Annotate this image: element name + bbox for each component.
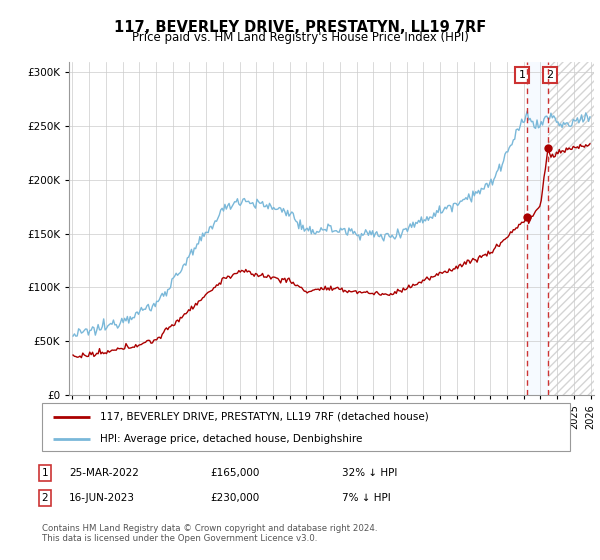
Text: Contains HM Land Registry data © Crown copyright and database right 2024.
This d: Contains HM Land Registry data © Crown c… bbox=[42, 524, 377, 543]
Text: 16-JUN-2023: 16-JUN-2023 bbox=[69, 493, 135, 503]
Text: £230,000: £230,000 bbox=[210, 493, 259, 503]
Text: Price paid vs. HM Land Registry's House Price Index (HPI): Price paid vs. HM Land Registry's House … bbox=[131, 31, 469, 44]
Bar bbox=[548, 62, 600, 395]
Text: 32% ↓ HPI: 32% ↓ HPI bbox=[342, 468, 397, 478]
FancyBboxPatch shape bbox=[42, 403, 570, 451]
Text: 117, BEVERLEY DRIVE, PRESTATYN, LL19 7RF (detached house): 117, BEVERLEY DRIVE, PRESTATYN, LL19 7RF… bbox=[100, 412, 429, 422]
Text: 1: 1 bbox=[518, 70, 526, 80]
Text: £165,000: £165,000 bbox=[210, 468, 259, 478]
Text: 2: 2 bbox=[41, 493, 49, 503]
Text: HPI: Average price, detached house, Denbighshire: HPI: Average price, detached house, Denb… bbox=[100, 434, 362, 444]
Text: 1: 1 bbox=[41, 468, 49, 478]
Text: 25-MAR-2022: 25-MAR-2022 bbox=[69, 468, 139, 478]
Text: 117, BEVERLEY DRIVE, PRESTATYN, LL19 7RF: 117, BEVERLEY DRIVE, PRESTATYN, LL19 7RF bbox=[114, 20, 486, 35]
Bar bbox=[527, 62, 548, 395]
Text: 2: 2 bbox=[546, 70, 553, 80]
Text: 7% ↓ HPI: 7% ↓ HPI bbox=[342, 493, 391, 503]
